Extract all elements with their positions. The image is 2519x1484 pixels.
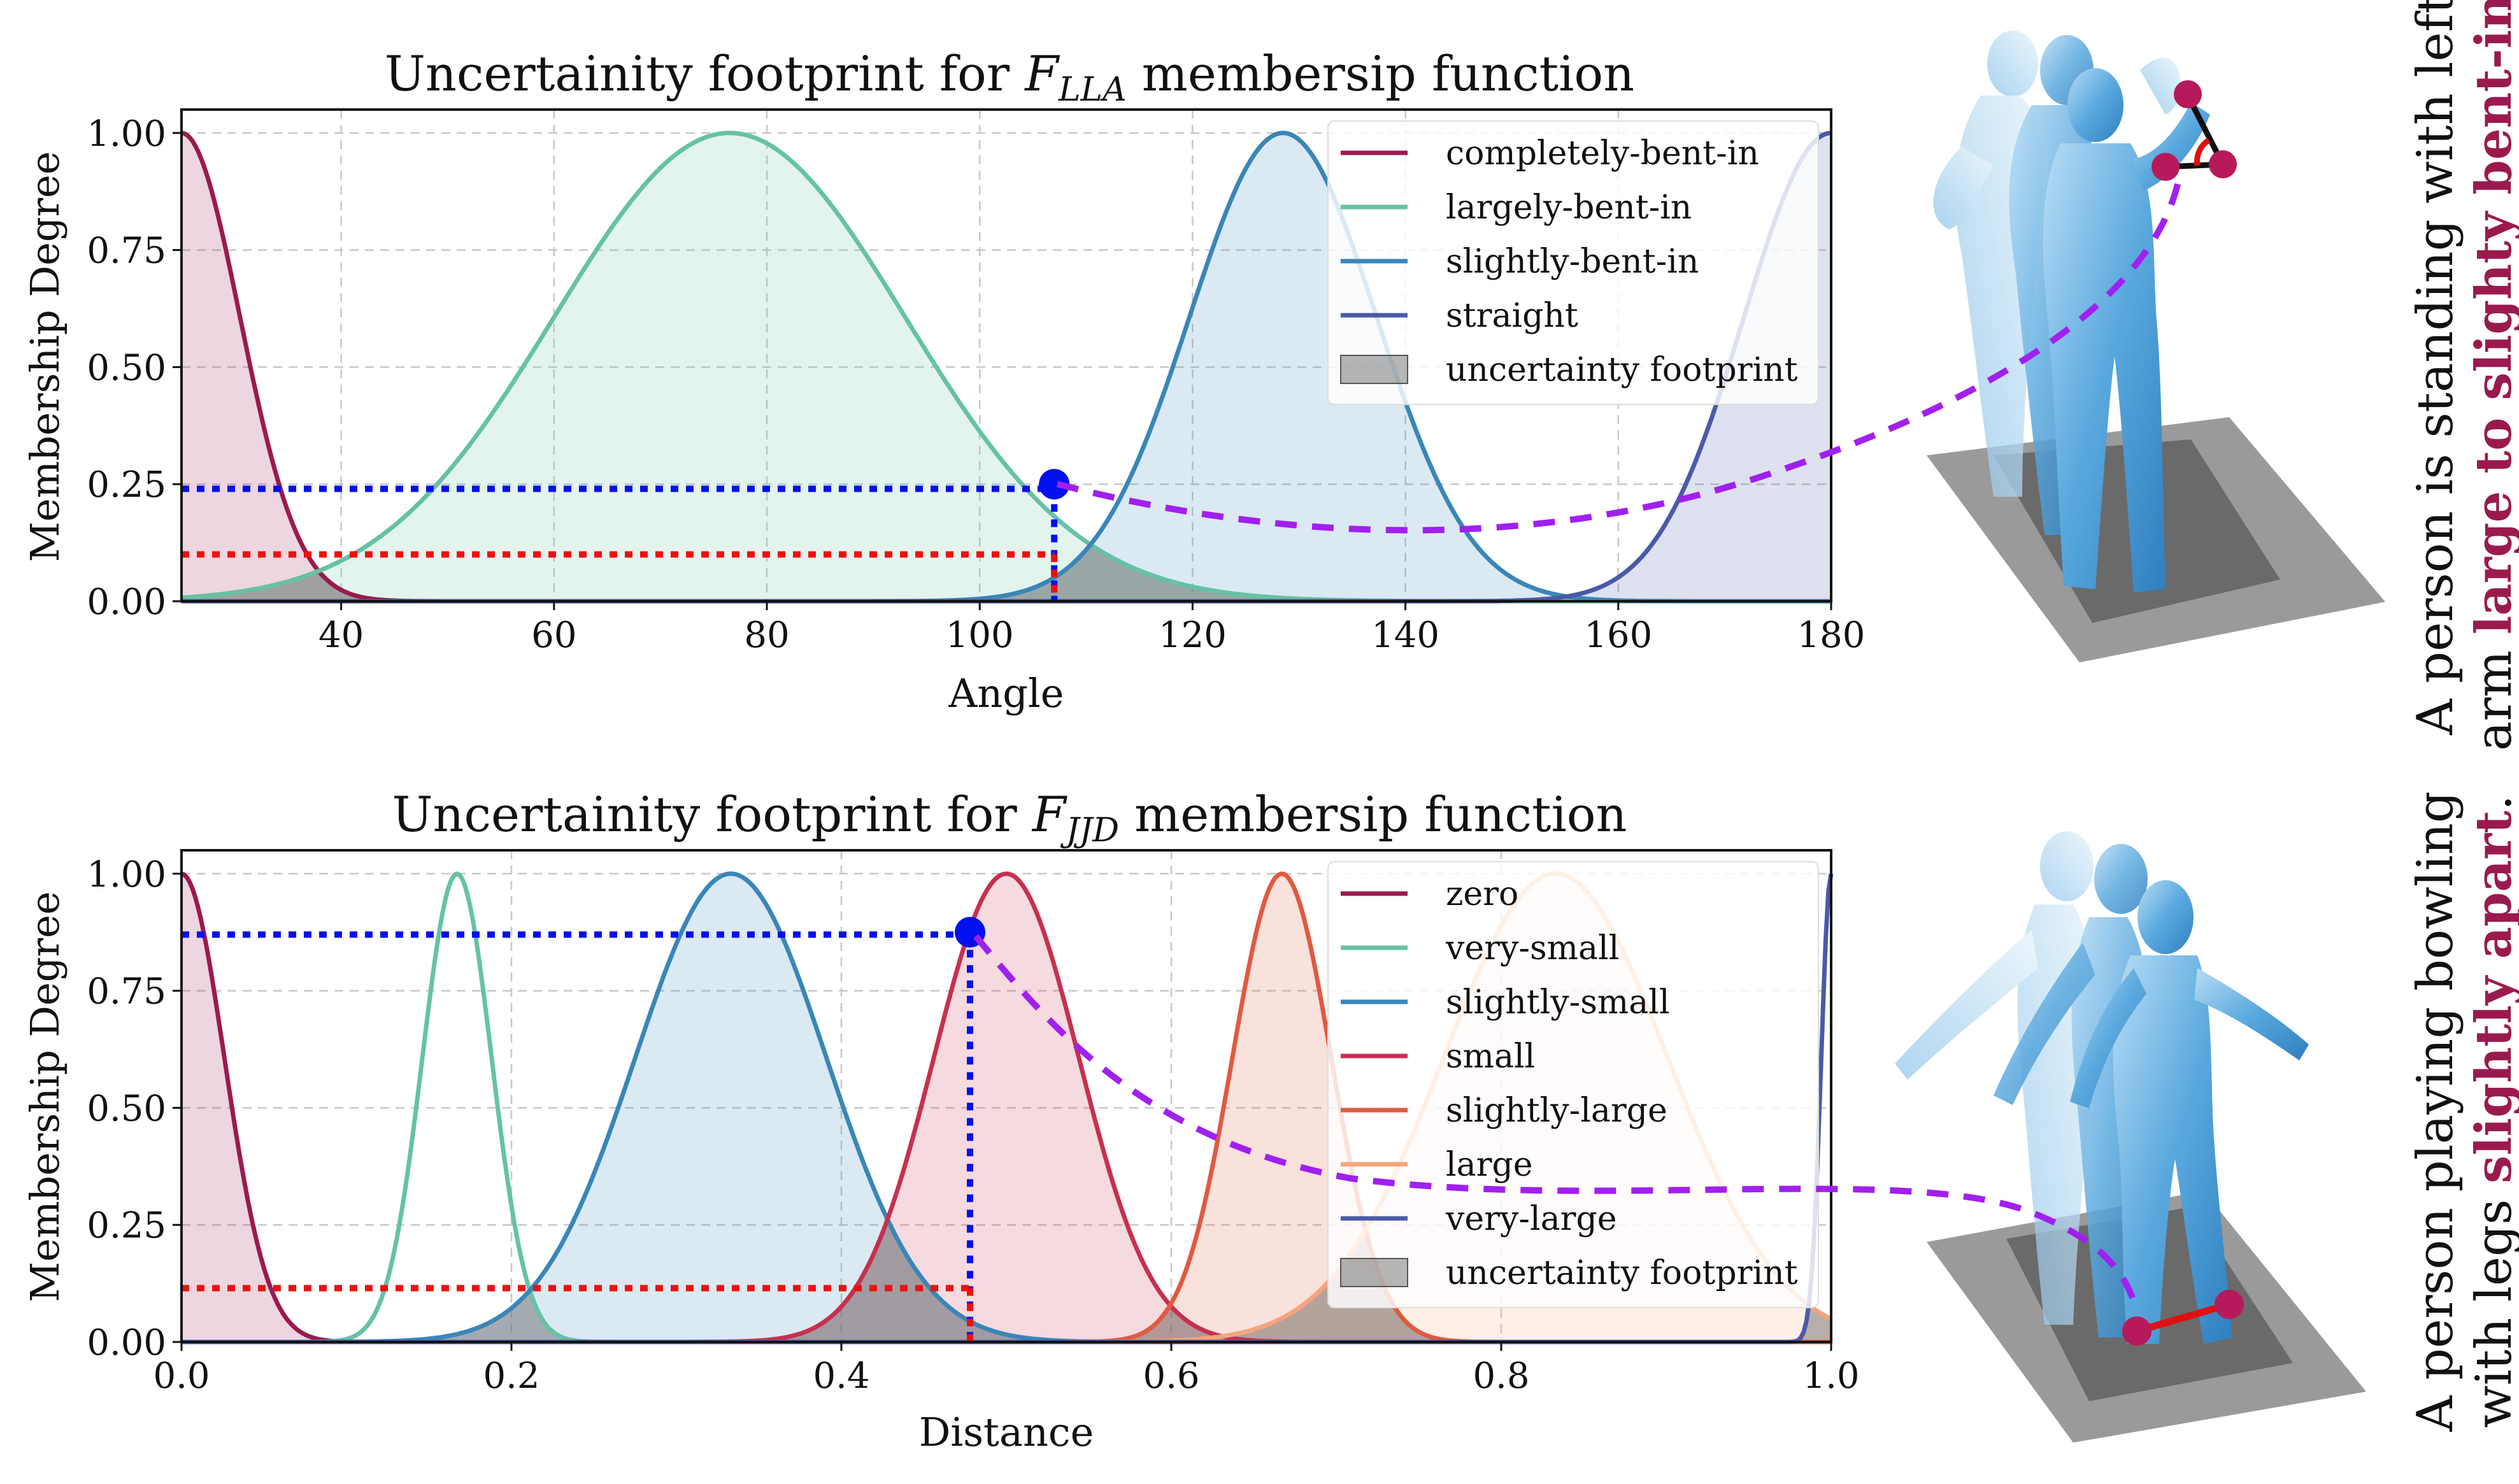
legend-label-slightly-large: slightly-large [1446,1092,1667,1130]
legend-box [1327,120,1819,405]
legend-label-very-small: very-small [1445,929,1619,967]
legend-swatch-footprint [1340,355,1408,384]
caption-standing-line1: A person is standing with left [2407,0,2464,736]
curve-fill-largely-bent-in [182,132,1831,602]
y-tick-label: 0.50 [87,1088,166,1129]
legend-label-largely-bent-in: largely-bent-in [1446,189,1692,227]
x-tick-label: 0.2 [483,1355,539,1397]
bowling-pose-render [1895,831,2366,1443]
title-symbol: F [1031,786,1067,843]
x-tick-label: 40 [318,615,364,656]
x-tick-label: 0.8 [1473,1355,1529,1397]
joint-left-foot [2122,1316,2151,1346]
caption-bowling-highlight: slightly apart [2465,811,2519,1183]
x-tick-label: 80 [744,615,789,656]
caption-standing: A person is standing with left arm large… [2407,0,2519,751]
legend-angle: completely-bent-in largely-bent-in slightl… [1327,120,1819,405]
feet-distance-link [2136,1301,2230,1335]
y-axis-label-distance: Membership Degree [22,891,68,1302]
joint-elbow [2209,150,2237,178]
caption-bowling-line2: with legs slightly apart. [2465,795,2519,1428]
joint-wrist [2151,153,2180,181]
y-tick-label: 1.00 [87,113,166,155]
guide-lines-angle [182,469,1070,601]
y-tick-label: 1.00 [87,854,166,895]
legend-label-completely-bent-in: completely-bent-in [1446,134,1759,173]
curve-fills-angle [182,132,1831,602]
caption-bowling: A person playing bowling with legs sligh… [2407,791,2519,1432]
uncertainty-footprint-angle [182,545,1831,601]
y-tick-label: 0.50 [87,347,166,389]
axis-ticks-angle: 40 60 80 100 120 140 160 180 0.00 0.25 0.50 0.75 1.0… [87,113,1865,656]
legend-label-footprint: uncertainty footprint [1446,351,1798,389]
connector-curve-distance [973,934,2140,1313]
curve-fill-straight [182,132,1831,602]
x-tick-label: 0.6 [1143,1355,1199,1397]
y-tick-label: 0.75 [87,231,166,272]
axis-ticks-distance: 0.0 0.2 0.4 0.6 0.8 1.0 0.00 0.25 0.50 0.75 1.00 [87,854,1859,1397]
legend-label-slightly-bent-in: slightly-bent-in [1446,243,1699,281]
elbow-angle-arc [2194,138,2211,166]
legend-distance: zero very-small slightly-small small slightl… [1327,861,1819,1308]
y-tick-label: 0.00 [87,1322,166,1364]
x-tick-label: 1.0 [1802,1355,1859,1397]
x-tick-label: 180 [1797,615,1866,656]
legend-label-very-large: very-large [1445,1200,1617,1238]
x-tick-label: 100 [946,615,1014,656]
legend-box [1327,861,1819,1308]
title-text-end: membersip function [1119,786,1627,843]
y-tick-label: 0.75 [87,971,166,1013]
legend-label-large: large [1446,1146,1533,1184]
plot-frame-distance [180,849,1832,1343]
chart-title-angle: Uncertainity footprint for FLLA membersi… [385,45,1634,109]
title-symbol: F [1024,45,1060,102]
caption-standing-plain: arm [2465,634,2519,751]
curve-fill-small [182,873,1831,1342]
title-subscript: LLA [1058,71,1127,109]
title-subscript: JJD [1060,811,1119,850]
plot-frame-angle [180,108,1832,603]
curve-fill-slightly-bent-in [182,132,1831,602]
joint-right-foot [2215,1290,2244,1319]
caption-bowling-line1: A person playing bowling [2407,791,2464,1432]
legend-label-small: small [1446,1038,1535,1076]
standing-pose-render [1927,31,2385,662]
caption-bowling-end: . [2465,795,2519,811]
caption-bowling-plain: with legs [2465,1183,2519,1428]
x-tick-label: 60 [531,615,576,656]
x-axis-label-angle: Angle [948,670,1064,717]
legend-swatch-footprint [1340,1258,1408,1287]
x-axis-label-distance: Distance [919,1409,1094,1455]
chart-panel-angle: Uncertainity footprint for FLLA membersi… [22,45,1865,717]
title-text: Uncertainity footprint for [392,786,1032,843]
title-text-end: membersip function [1127,45,1634,102]
membership-marker [1039,469,1070,500]
legend-label-zero: zero [1446,875,1518,913]
x-tick-label: 160 [1584,615,1652,656]
chart-panel-distance: Uncertainity footprint for FJJD membersi… [22,786,1860,1455]
y-tick-label: 0.25 [87,464,166,506]
legend-label-slightly-small: slightly-small [1446,983,1669,1022]
y-axis-label-angle: Membership Degree [22,151,68,562]
connector-curve-angle [1056,180,2181,534]
chart-title-distance: Uncertainity footprint for FJJD membersi… [392,786,1627,850]
x-tick-label: 120 [1159,615,1227,656]
caption-standing-highlight: large to slighty bent-in [2465,0,2519,634]
y-tick-label: 0.00 [87,581,166,623]
y-tick-label: 0.25 [87,1205,166,1246]
curve-fill-slightly-small [182,873,1831,1342]
x-tick-label: 0.0 [153,1355,210,1397]
joint-shoulder [2174,80,2202,108]
legend-label-straight: straight [1446,297,1578,335]
x-tick-label: 140 [1371,615,1439,656]
title-text: Uncertainity footprint for [385,45,1025,102]
legend-label-footprint: uncertainty footprint [1446,1254,1798,1292]
caption-standing-line2: arm large to slighty bent-in. [2465,0,2519,751]
x-tick-label: 0.4 [813,1355,869,1397]
